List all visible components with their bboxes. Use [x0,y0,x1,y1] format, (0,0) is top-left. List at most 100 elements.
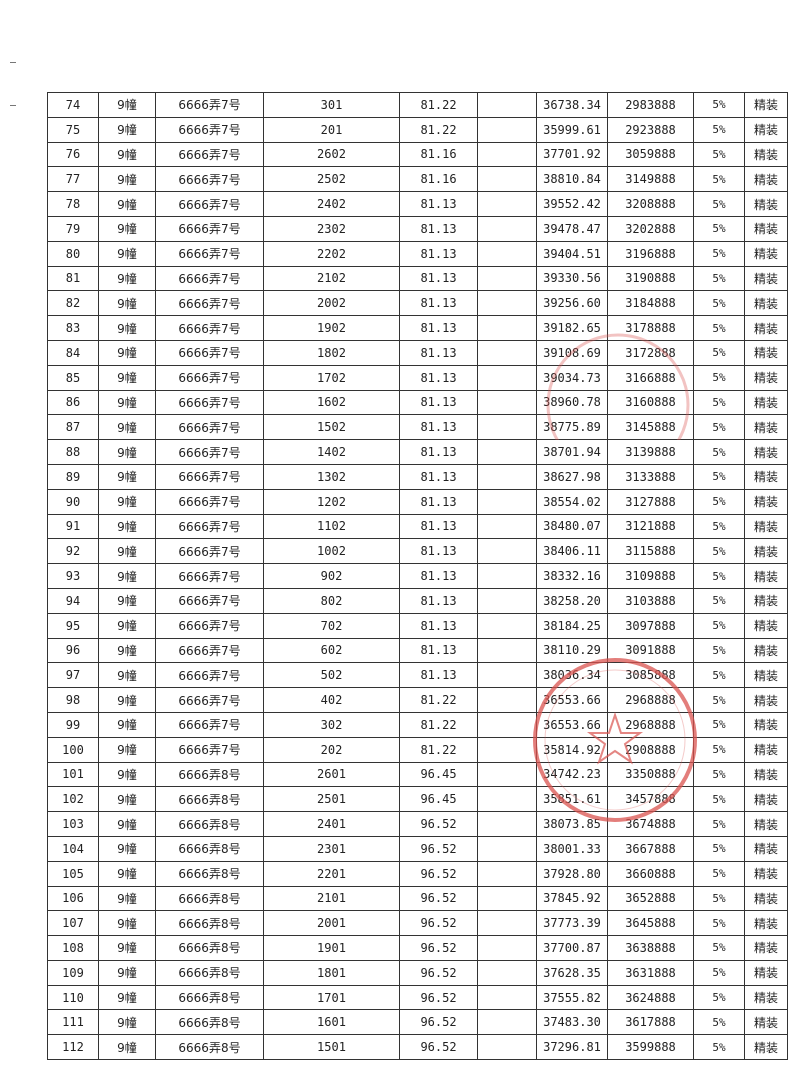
table-row: 94 9幢 6666弄7号 802 81.13 38258.20 3103888 5% 精装 [47,587,788,614]
room-number-cell: 602 [263,637,400,664]
address-cell: 6666弄8号 [155,761,264,788]
rate-cell: 5% [693,786,745,813]
row-number-cell: 78 [47,191,99,217]
area-cell: 81.13 [399,563,478,589]
table-row: 90 9幢 6666弄7号 1202 81.13 38554.02 3127888 5% 精装 [47,488,788,515]
area-cell: 96.52 [399,959,478,986]
decoration-cell: 精装 [744,389,788,416]
rate-cell: 5% [693,166,745,193]
rate-cell: 5% [693,315,745,341]
area-cell: 96.52 [399,811,478,837]
rate-cell: 5% [693,959,745,986]
total-price-cell: 3109888 [607,563,694,589]
address-cell: 6666弄7号 [155,538,264,565]
rate-cell: 5% [693,736,745,763]
total-price-cell: 3139888 [607,439,694,465]
area-cell: 81.13 [399,265,478,292]
blank-cell-cell [477,439,537,465]
decoration-cell: 精装 [744,439,788,465]
table-row: 106 9幢 6666弄8号 2101 96.52 37845.92 3652888 5% 精装 [47,885,788,912]
total-price-cell: 3103888 [607,587,694,614]
decoration-cell: 精装 [744,1034,788,1061]
address-cell: 6666弄7号 [155,563,264,589]
blank-cell-cell [477,662,537,689]
area-cell: 96.52 [399,885,478,912]
row-number-cell: 104 [47,835,99,862]
row-number-cell: 83 [47,315,99,341]
building-cell: 9幢 [98,959,156,986]
address-cell: 6666弄8号 [155,959,264,986]
blank-cell-cell [477,811,537,837]
row-number-cell: 98 [47,687,99,713]
blank-cell-cell [477,910,537,937]
area-cell: 81.13 [399,414,478,441]
blank-cell-cell [477,1009,537,1036]
blank-cell-cell [477,637,537,664]
unit-price-cell: 37845.92 [536,885,608,912]
rate-cell: 5% [693,116,745,143]
room-number-cell: 2502 [263,166,400,193]
area-cell: 81.22 [399,92,478,118]
area-cell: 81.22 [399,687,478,713]
row-number-cell: 106 [47,885,99,912]
unit-price-cell: 38184.25 [536,612,608,639]
room-number-cell: 802 [263,587,400,614]
room-number-cell: 1601 [263,1009,400,1036]
building-cell: 9幢 [98,1034,156,1061]
row-number-cell: 97 [47,662,99,689]
total-price-cell: 3115888 [607,538,694,565]
table-row: 78 9幢 6666弄7号 2402 81.13 39552.42 3208888 5% 精装 [47,191,788,217]
area-cell: 81.13 [399,364,478,391]
decoration-cell: 精装 [744,463,788,490]
table-row: 100 9幢 6666弄7号 202 81.22 35814.92 2908888 5% 精装 [47,736,788,763]
blank-cell-cell [477,339,537,366]
total-price-cell: 3645888 [607,910,694,937]
housing-price-table: 74 9幢 6666弄7号 301 81.22 36738.34 2983888 5% 精装 75… [47,92,788,1061]
area-cell: 81.13 [399,538,478,565]
room-number-cell: 1502 [263,414,400,441]
table-row: 82 9幢 6666弄7号 2002 81.13 39256.60 3184888 5% 精装 [47,290,788,317]
address-cell: 6666弄7号 [155,612,264,639]
room-number-cell: 702 [263,612,400,639]
room-number-cell: 301 [263,92,400,118]
address-cell: 6666弄7号 [155,315,264,341]
room-number-cell: 2202 [263,240,400,267]
building-cell: 9幢 [98,538,156,565]
area-cell: 81.13 [399,439,478,465]
unit-price-cell: 38001.33 [536,835,608,862]
area-cell: 81.13 [399,339,478,366]
building-cell: 9幢 [98,141,156,168]
area-cell: 81.13 [399,215,478,242]
rate-cell: 5% [693,612,745,639]
row-number-cell: 79 [47,215,99,242]
decoration-cell: 精装 [744,885,788,912]
building-cell: 9幢 [98,835,156,862]
building-cell: 9幢 [98,463,156,490]
unit-price-cell: 37555.82 [536,984,608,1011]
room-number-cell: 1901 [263,935,400,961]
decoration-cell: 精装 [744,1009,788,1036]
building-cell: 9幢 [98,637,156,664]
unit-price-cell: 39256.60 [536,290,608,317]
blank-cell-cell [477,92,537,118]
unit-price-cell: 38480.07 [536,513,608,540]
table-row: 87 9幢 6666弄7号 1502 81.13 38775.89 3145888 5% 精装 [47,414,788,441]
row-number-cell: 77 [47,166,99,193]
row-number-cell: 84 [47,339,99,366]
blank-cell-cell [477,711,537,738]
total-price-cell: 3457888 [607,786,694,813]
area-cell: 96.52 [399,835,478,862]
blank-cell-cell [477,315,537,341]
total-price-cell: 3617888 [607,1009,694,1036]
unit-price-cell: 38775.89 [536,414,608,441]
row-number-cell: 93 [47,563,99,589]
table-row: 80 9幢 6666弄7号 2202 81.13 39404.51 3196888 5% 精装 [47,240,788,267]
room-number-cell: 2001 [263,910,400,937]
unit-price-cell: 35814.92 [536,736,608,763]
row-number-cell: 85 [47,364,99,391]
blank-cell-cell [477,166,537,193]
room-number-cell: 2501 [263,786,400,813]
building-cell: 9幢 [98,191,156,217]
decoration-cell: 精装 [744,290,788,317]
room-number-cell: 2101 [263,885,400,912]
